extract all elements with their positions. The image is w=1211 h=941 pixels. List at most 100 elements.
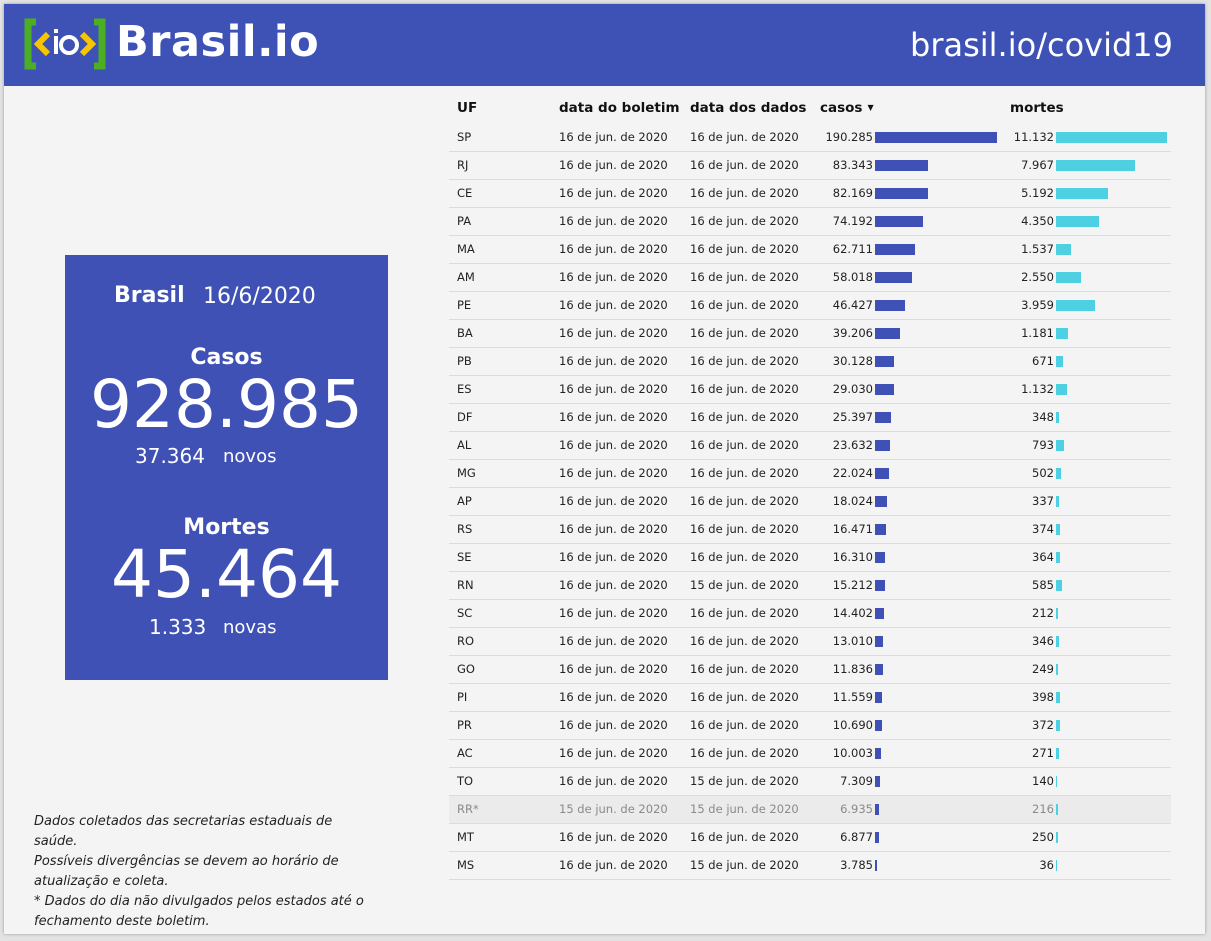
- table-row[interactable]: RR* 15 de jun. de 2020 15 de jun. de 2020 6…: [449, 796, 1171, 824]
- mortes-bar: [1056, 832, 1058, 843]
- data-dados-cell: 15 de jun. de 2020: [690, 774, 799, 788]
- table-row[interactable]: PI 16 de jun. de 2020 16 de jun. de 2020 11…: [449, 684, 1171, 712]
- table-row[interactable]: MT 16 de jun. de 2020 16 de jun. de 2020 6.…: [449, 824, 1171, 852]
- data-dados-cell: 16 de jun. de 2020: [690, 690, 799, 704]
- data-dados-cell: 16 de jun. de 2020: [690, 242, 799, 256]
- data-boletim-cell: 16 de jun. de 2020: [559, 578, 668, 592]
- data-dados-cell: 15 de jun. de 2020: [690, 578, 799, 592]
- data-dados-cell: 16 de jun. de 2020: [690, 494, 799, 508]
- table-row[interactable]: TO 16 de jun. de 2020 15 de jun. de 2020 7.…: [449, 768, 1171, 796]
- mortes-bar: [1056, 440, 1064, 451]
- table-row[interactable]: AM 16 de jun. de 2020 16 de jun. de 2020 58…: [449, 264, 1171, 292]
- table-row[interactable]: AL 16 de jun. de 2020 16 de jun. de 2020 23…: [449, 432, 1171, 460]
- mortes-bar: [1056, 412, 1059, 423]
- mortes-cell: 11.132: [1013, 130, 1054, 144]
- casos-bar: [875, 216, 923, 227]
- table-row[interactable]: SE 16 de jun. de 2020 16 de jun. de 2020 16…: [449, 544, 1171, 572]
- data-boletim-cell: 16 de jun. de 2020: [559, 410, 668, 424]
- casos-bar: [875, 244, 915, 255]
- column-header-mortes[interactable]: mortes: [1010, 100, 1064, 116]
- uf-cell: PE: [457, 298, 472, 312]
- casos-cell: 18.024: [832, 494, 873, 508]
- table-row[interactable]: GO 16 de jun. de 2020 16 de jun. de 2020 11…: [449, 656, 1171, 684]
- casos-cell: 16.310: [832, 550, 873, 564]
- table-row[interactable]: PA 16 de jun. de 2020 16 de jun. de 2020 74…: [449, 208, 1171, 236]
- table-row[interactable]: SP 16 de jun. de 2020 16 de jun. de 2020 19…: [449, 124, 1171, 152]
- mortes-bar: [1056, 804, 1058, 815]
- mortes-cell: 585: [1032, 578, 1054, 592]
- table-row[interactable]: AC 16 de jun. de 2020 16 de jun. de 2020 10…: [449, 740, 1171, 768]
- note-line: * Dados do dia não divulgados pelos esta…: [34, 894, 364, 929]
- mortes-cell: 216: [1032, 802, 1054, 816]
- casos-bar: [875, 384, 894, 395]
- casos-cell: 74.192: [832, 214, 873, 228]
- casos-cell: 23.632: [832, 438, 873, 452]
- states-table: UF data do boletim data dos dados casos ▼…: [449, 92, 1171, 880]
- data-boletim-cell: 16 de jun. de 2020: [559, 522, 668, 536]
- mortes-cell: 7.967: [1021, 158, 1054, 172]
- data-dados-cell: 16 de jun. de 2020: [690, 550, 799, 564]
- column-header-casos[interactable]: casos ▼: [820, 100, 874, 116]
- header-bar: Brasil.io brasil.io/covid19: [4, 4, 1205, 86]
- column-header-uf[interactable]: UF: [457, 100, 478, 116]
- table-row[interactable]: RO 16 de jun. de 2020 16 de jun. de 2020 13…: [449, 628, 1171, 656]
- mortes-cell: 793: [1032, 438, 1054, 452]
- table-row[interactable]: DF 16 de jun. de 2020 16 de jun. de 2020 25…: [449, 404, 1171, 432]
- mortes-cell: 249: [1032, 662, 1054, 676]
- table-row[interactable]: CE 16 de jun. de 2020 16 de jun. de 2020 82…: [449, 180, 1171, 208]
- logo-text[interactable]: Brasil.io: [116, 17, 320, 67]
- cases-total: 928.985: [90, 366, 363, 443]
- data-boletim-cell: 16 de jun. de 2020: [559, 242, 668, 256]
- uf-cell: CE: [457, 186, 473, 200]
- uf-cell: MT: [457, 830, 474, 844]
- data-boletim-cell: 16 de jun. de 2020: [559, 186, 668, 200]
- table-row[interactable]: SC 16 de jun. de 2020 16 de jun. de 2020 14…: [449, 600, 1171, 628]
- table-row[interactable]: AP 16 de jun. de 2020 16 de jun. de 2020 18…: [449, 488, 1171, 516]
- table-row[interactable]: PB 16 de jun. de 2020 16 de jun. de 2020 30…: [449, 348, 1171, 376]
- mortes-bar: [1056, 608, 1058, 619]
- mortes-cell: 140: [1032, 774, 1054, 788]
- casos-bar: [875, 664, 883, 675]
- casos-bar: [875, 636, 883, 647]
- site-url[interactable]: brasil.io/covid19: [910, 26, 1173, 64]
- data-boletim-cell: 16 de jun. de 2020: [559, 354, 668, 368]
- table-row[interactable]: BA 16 de jun. de 2020 16 de jun. de 2020 39…: [449, 320, 1171, 348]
- casos-bar: [875, 300, 905, 311]
- casos-bar: [875, 748, 881, 759]
- casos-cell: 14.402: [832, 606, 873, 620]
- data-boletim-cell: 16 de jun. de 2020: [559, 690, 668, 704]
- table-header: UF data do boletim data dos dados casos ▼…: [449, 92, 1171, 124]
- uf-cell: SP: [457, 130, 472, 144]
- casos-bar: [875, 496, 887, 507]
- mortes-bar: [1056, 692, 1060, 703]
- data-boletim-cell: 16 de jun. de 2020: [559, 438, 668, 452]
- cases-new-label: novos: [223, 446, 277, 467]
- data-dados-cell: 16 de jun. de 2020: [690, 410, 799, 424]
- table-row[interactable]: RN 16 de jun. de 2020 15 de jun. de 2020 15…: [449, 572, 1171, 600]
- column-header-data-boletim[interactable]: data do boletim: [559, 100, 680, 116]
- table-body: SP 16 de jun. de 2020 16 de jun. de 2020 19…: [449, 124, 1171, 880]
- casos-cell: 190.285: [825, 130, 873, 144]
- uf-cell: SE: [457, 550, 472, 564]
- table-row[interactable]: PE 16 de jun. de 2020 16 de jun. de 2020 46…: [449, 292, 1171, 320]
- table-row[interactable]: RJ 16 de jun. de 2020 16 de jun. de 2020 83…: [449, 152, 1171, 180]
- mortes-bar: [1056, 132, 1167, 143]
- table-row[interactable]: MS 16 de jun. de 2020 15 de jun. de 2020 3.…: [449, 852, 1171, 880]
- data-boletim-cell: 16 de jun. de 2020: [559, 130, 668, 144]
- column-header-data-dados[interactable]: data dos dados: [690, 100, 807, 116]
- table-row[interactable]: PR 16 de jun. de 2020 16 de jun. de 2020 10…: [449, 712, 1171, 740]
- mortes-cell: 212: [1032, 606, 1054, 620]
- mortes-bar: [1056, 160, 1135, 171]
- mortes-bar: [1056, 524, 1060, 535]
- casos-bar: [875, 524, 886, 535]
- casos-cell: 13.010: [832, 634, 873, 648]
- table-row[interactable]: MG 16 de jun. de 2020 16 de jun. de 2020 22…: [449, 460, 1171, 488]
- uf-cell: TO: [457, 774, 474, 788]
- table-row[interactable]: ES 16 de jun. de 2020 16 de jun. de 2020 29…: [449, 376, 1171, 404]
- cases-label: Casos: [190, 345, 263, 370]
- table-row[interactable]: RS 16 de jun. de 2020 16 de jun. de 2020 16…: [449, 516, 1171, 544]
- table-row[interactable]: MA 16 de jun. de 2020 16 de jun. de 2020 62…: [449, 236, 1171, 264]
- mortes-cell: 337: [1032, 494, 1054, 508]
- casos-bar: [875, 832, 879, 843]
- casos-bar: [875, 720, 882, 731]
